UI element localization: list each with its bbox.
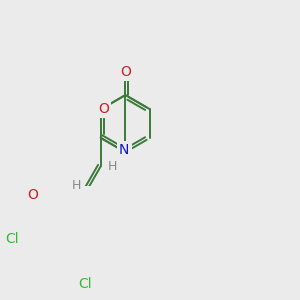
Text: H: H [71, 178, 81, 192]
Text: O: O [98, 102, 110, 116]
Text: O: O [27, 188, 38, 203]
Text: O: O [120, 64, 131, 79]
Text: Cl: Cl [5, 232, 18, 246]
Text: N: N [119, 143, 130, 157]
Text: H: H [108, 160, 117, 173]
Text: Cl: Cl [78, 277, 92, 291]
